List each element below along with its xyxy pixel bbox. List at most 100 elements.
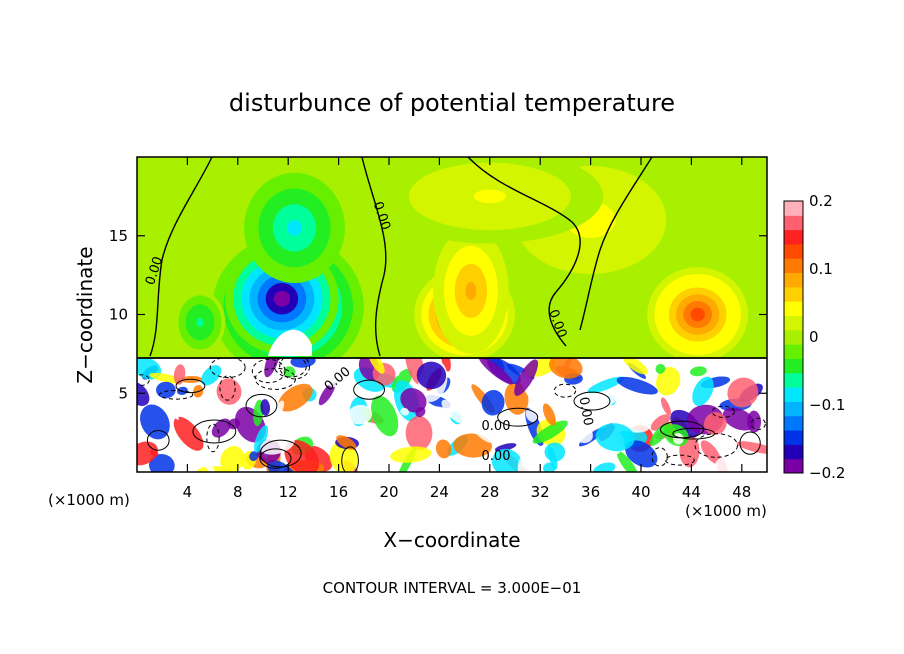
- turbulence-patch: [315, 419, 330, 431]
- x-tick-label: 36: [581, 483, 600, 501]
- turbulence-contour: [711, 405, 735, 418]
- contour-label: 0.00: [576, 396, 596, 427]
- colorbar-swatch: [784, 344, 803, 359]
- turbulence-patch: [692, 376, 714, 406]
- contour-lines: [137, 156, 767, 359]
- turbulence-patch: [616, 376, 658, 395]
- turbulence-contour: [254, 367, 297, 390]
- turbulence-patch: [322, 427, 340, 447]
- contour-interval-note: CONTOUR INTERVAL = 3.000E−01: [323, 579, 582, 597]
- colorbar-tick-label: 0.1: [809, 260, 833, 278]
- plot-area: 0.000.000.000.000.000.000.00 4 8 12 16 20 24 2…: [109, 156, 768, 501]
- heat-blob-8-level-1: [473, 189, 506, 204]
- colorbar-swatch: [784, 401, 803, 417]
- turbulence-patch: [441, 399, 468, 425]
- colorbar-tick-label: 0.2: [809, 192, 833, 210]
- turbulence-patch: [400, 388, 427, 413]
- colorbar-swatch: [784, 315, 803, 331]
- colorbar-swatch: [784, 444, 803, 460]
- turbulence-patch: [597, 392, 620, 411]
- x-tick-label: 16: [329, 483, 348, 501]
- turbulence-patch: [722, 407, 755, 431]
- turbulence-contour: [497, 407, 539, 427]
- contour-zero-center: [361, 156, 387, 357]
- turbulence-contour: [175, 378, 206, 394]
- turbulence-patch: [549, 358, 583, 379]
- turbulence-patch: [274, 400, 285, 418]
- turbulence-patch: [587, 376, 624, 394]
- y-tick-label: 10: [109, 306, 128, 324]
- y-ticks: 5 10 15: [109, 227, 767, 402]
- x-unit-right: (×1000 m): [685, 502, 767, 520]
- turbulence-contour: [206, 423, 220, 453]
- colorbar-swatch: [784, 272, 803, 288]
- turbulence-contour: [137, 374, 150, 386]
- colorbar-swatch: [784, 430, 803, 445]
- heat-blob-1-level-1: [273, 290, 290, 307]
- contour-zero-left: [149, 156, 213, 357]
- turbulence-patch: [660, 397, 671, 416]
- turbulence-patch: [700, 440, 721, 465]
- colorbar-tick-label: −0.1: [809, 396, 845, 414]
- turbulence-contour: [245, 393, 278, 418]
- turbulence-contour: [251, 358, 286, 384]
- x-tick-label: 12: [279, 483, 298, 501]
- turbulence-patch: [468, 454, 484, 470]
- turbulence-contour: [353, 379, 385, 400]
- turbulence-patch: [593, 462, 616, 472]
- turbulence-contour: [146, 429, 170, 451]
- colorbar-swatch: [784, 358, 803, 374]
- turbulence-patch: [201, 453, 217, 472]
- turbulence-patch: [714, 456, 742, 472]
- turbulence-contour: [219, 375, 236, 401]
- colorbar-tick-label: −0.2: [809, 464, 845, 482]
- turbulence-patch: [514, 359, 539, 396]
- turbulence-patch: [727, 377, 759, 408]
- turbulence-patch: [201, 365, 222, 386]
- turbulence-contour: [573, 391, 611, 411]
- turbulence-patch: [415, 407, 426, 418]
- turbulence-patch: [622, 358, 648, 375]
- chart-title: disturbunce of potential temperature: [229, 89, 675, 117]
- turbulence-contour: [274, 358, 307, 378]
- turbulence-patch: [173, 364, 186, 385]
- x-tick-label: 24: [430, 483, 449, 501]
- x-axis-label: X−coordinate: [383, 528, 520, 552]
- turbulence-patch: [532, 420, 568, 444]
- turbulence-patch: [649, 422, 671, 446]
- turbulence-patch: [400, 407, 410, 416]
- colorbar: 0.2 0.1 0 −0.1 −0.2: [783, 192, 845, 482]
- colorbar-frame: [783, 200, 804, 474]
- x-ticks: 4 8 12 16 20 24 28 32 36 40 44 48: [183, 157, 751, 501]
- turbulence-contour: [279, 358, 311, 380]
- turbulence-patch: [390, 446, 432, 463]
- turbulence-patch: [721, 358, 739, 378]
- colorbar-swatch: [784, 458, 803, 474]
- y-axis-label: Z−coordinate: [73, 246, 97, 383]
- contour-label: 0.00: [482, 419, 511, 434]
- warm-spot: [268, 329, 312, 356]
- turbulence-patch: [226, 358, 258, 385]
- turbulence-patch: [569, 421, 593, 444]
- turbulence-patch: [656, 366, 681, 396]
- turbulence-contour: [341, 446, 359, 472]
- colorbar-swatch: [784, 329, 803, 345]
- turbulence-patch: [260, 399, 271, 416]
- turbulence-patch: [517, 455, 532, 472]
- lower-turbulent-field: [137, 358, 767, 472]
- turbulence-patch: [703, 412, 727, 435]
- colorbar-swatch: [784, 258, 803, 274]
- turbulence-patch: [284, 439, 320, 472]
- turbulence-patch: [405, 415, 433, 451]
- contour-zero-far-right: [579, 156, 653, 331]
- turbulence-contour: [209, 358, 246, 379]
- turbulence-patch: [548, 446, 558, 470]
- turbulence-contour: [259, 439, 302, 468]
- turbulence-patch: [347, 404, 373, 425]
- turbulence-patch: [478, 358, 513, 385]
- x-tick-label: 28: [480, 483, 499, 501]
- x-tick-label: 44: [682, 483, 701, 501]
- y-tick-label: 5: [118, 384, 128, 402]
- contour-label: 0.00: [482, 449, 511, 464]
